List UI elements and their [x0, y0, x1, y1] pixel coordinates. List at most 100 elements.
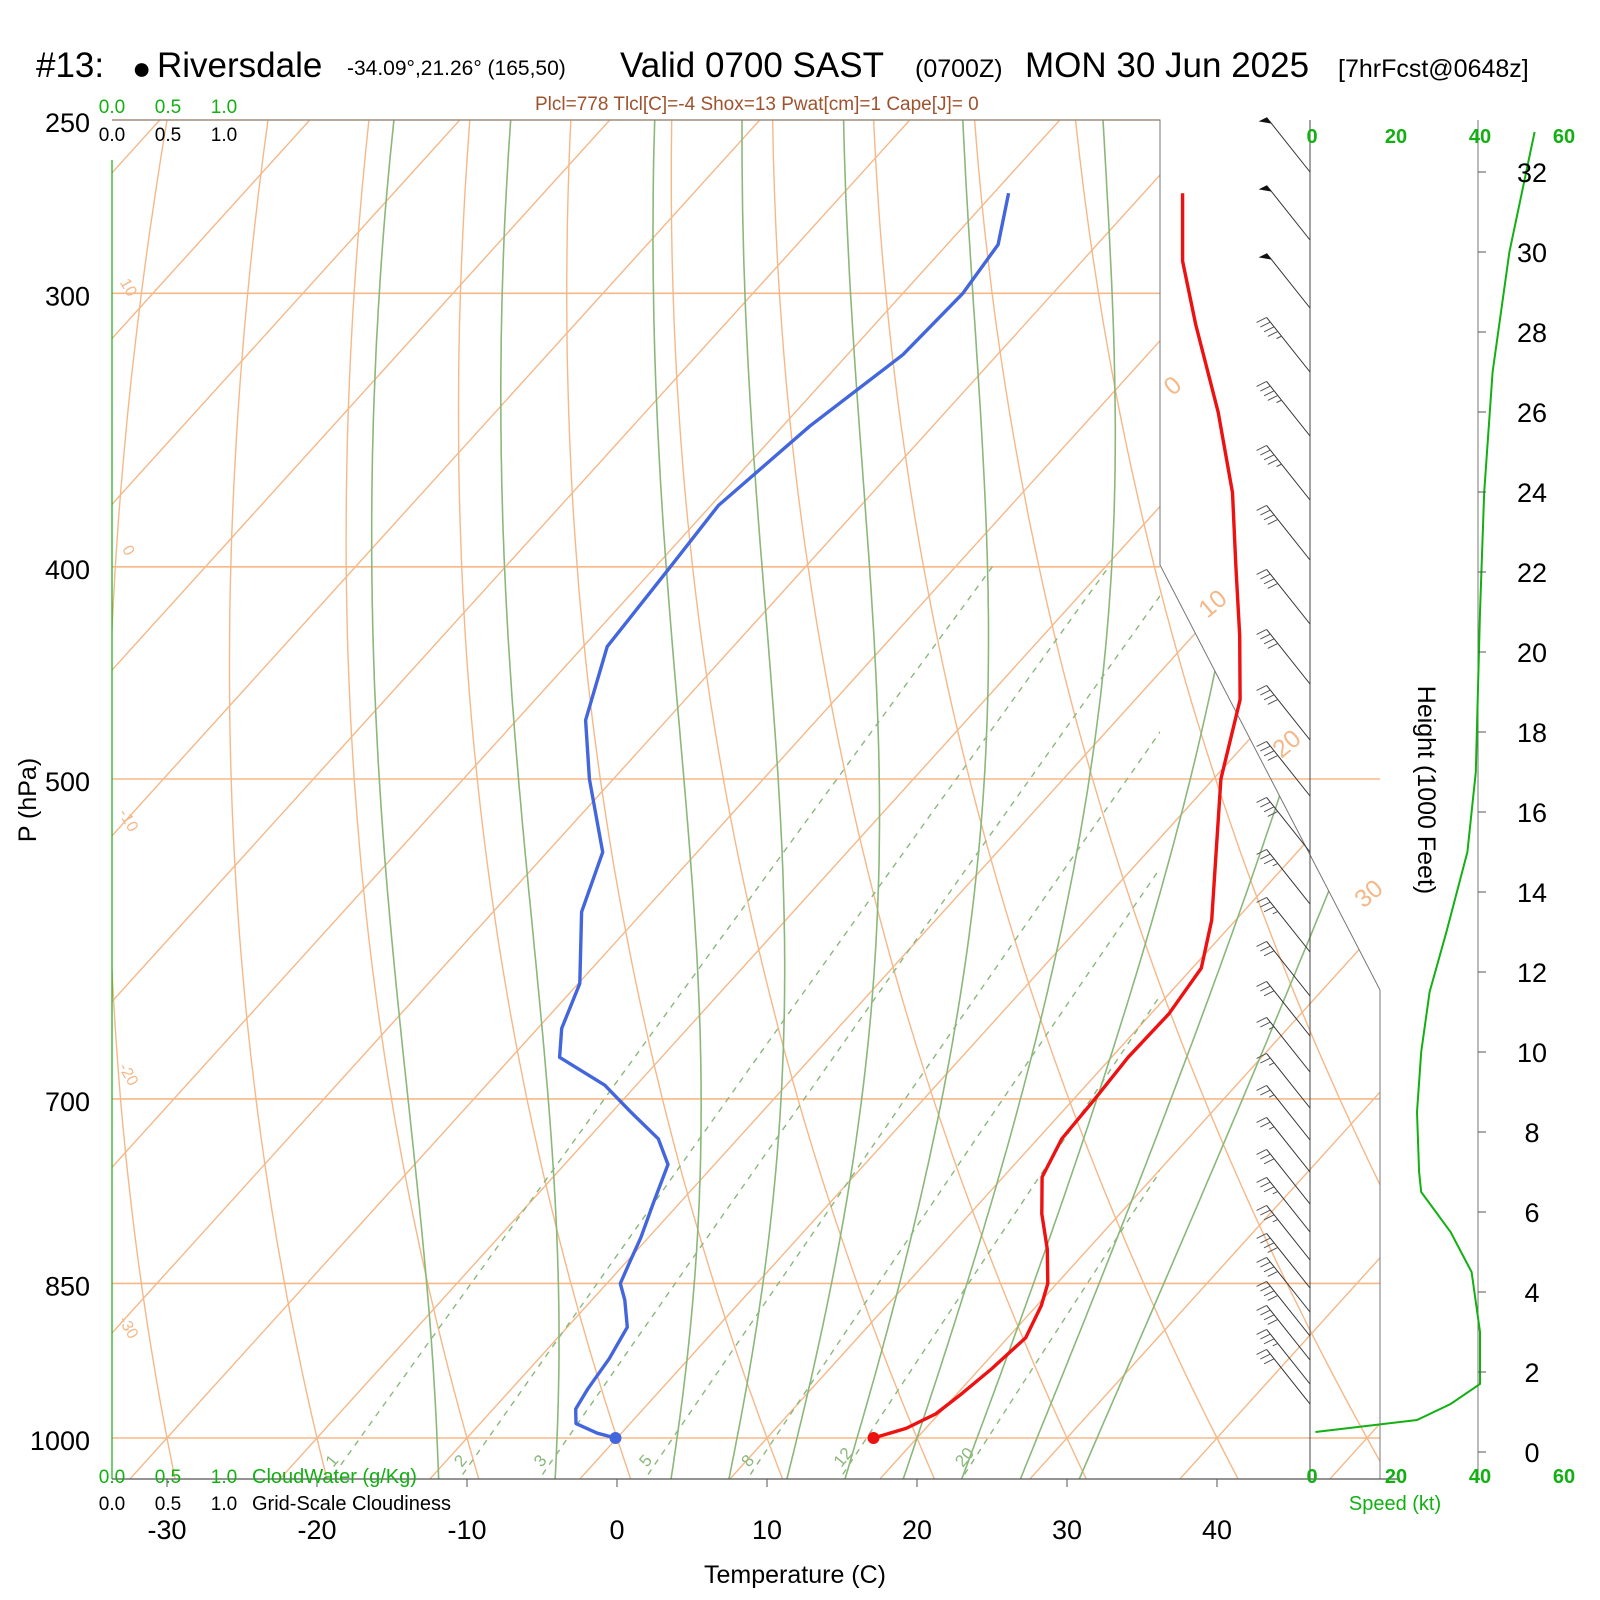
wind-speed-line: [1315, 131, 1536, 1433]
barb-half-feather: [1276, 463, 1282, 468]
barb-feather: [1263, 638, 1275, 645]
barb-feather: [1260, 449, 1271, 456]
mixing-ratio-line: [746, 867, 1160, 1479]
barb-feather: [1260, 901, 1271, 908]
barb-feather: [1256, 628, 1267, 635]
pressure-tick-label: 300: [45, 281, 90, 311]
cloudwater-title: CloudWater (g/Kg): [252, 1466, 417, 1488]
barb-half-feather: [1272, 862, 1278, 867]
isotherm-line: [424, 120, 1380, 1479]
height-axis-title: Height (1000 Feet): [1412, 686, 1440, 894]
wind-barb: [1256, 1280, 1311, 1337]
mixing-ratio-line: [960, 1170, 1160, 1479]
barb-feather: [1260, 689, 1271, 696]
wind-barb: [1256, 1232, 1311, 1289]
mixing-ratio-label: 5: [635, 1451, 656, 1470]
barb-half-feather: [1272, 910, 1278, 915]
speed-tick-label-bottom: 60: [1553, 1466, 1575, 1488]
isotherm-line: [112, 120, 203, 1479]
barb-feather: [1263, 858, 1275, 865]
wind-barb: [1256, 1304, 1311, 1361]
temperature-profile: [873, 193, 1242, 1440]
barb-feather: [1256, 1204, 1267, 1211]
barb-feather: [1263, 1290, 1275, 1297]
barb-feather: [1263, 806, 1275, 813]
barb-feather: [1267, 1246, 1278, 1253]
height-tick-label: 26: [1517, 398, 1547, 428]
wind-barb: [1256, 1348, 1311, 1405]
wind-barb: [1256, 628, 1311, 685]
barb-feather: [1256, 1256, 1267, 1263]
barb-staff: [1266, 1305, 1311, 1361]
isotherm-label-left: 10: [116, 276, 140, 300]
isotherm-line: [1024, 120, 1380, 1479]
wind-barb: [1258, 117, 1311, 173]
station-coords: -34.09°,21.26° (165,50): [347, 57, 566, 80]
barb-feather: [1260, 1057, 1271, 1064]
barb-feather: [1260, 633, 1271, 640]
skew-frame: [112, 119, 1381, 1479]
height-tick-label: 12: [1517, 958, 1547, 988]
barb-flag: [1258, 253, 1272, 260]
height-tick-label: 18: [1517, 718, 1547, 748]
cloudwater-scale-label: 0.5: [155, 1467, 181, 1488]
barb-feather: [1256, 796, 1267, 803]
speed-tick-label-top: 0: [1306, 126, 1317, 148]
height-tick-label: 6: [1524, 1198, 1539, 1228]
barb-feather: [1260, 1153, 1271, 1160]
barb-feather: [1256, 380, 1267, 387]
surface-dewpoint-marker: [609, 1432, 622, 1444]
barb-staff: [1266, 1233, 1311, 1289]
barb-feather: [1260, 1089, 1271, 1096]
barb-feather: [1260, 853, 1271, 860]
barb-half-feather: [1272, 1190, 1278, 1195]
barb-feather: [1260, 945, 1271, 952]
barb-staff: [1266, 629, 1311, 685]
plot-frame: [111, 119, 1479, 1480]
barb-feather: [1263, 1186, 1275, 1193]
dry-adiabat-line: [457, 120, 637, 1479]
moist-adiabat-line: [839, 120, 990, 1479]
moist-adiabat-line: [725, 120, 786, 1479]
cloudwater-scale-label: 1.0: [211, 97, 237, 118]
barb-half-feather: [1268, 1062, 1275, 1066]
barb-feather: [1263, 906, 1275, 913]
barb-feather: [1263, 1266, 1275, 1273]
wind-barb: [1256, 504, 1311, 561]
wind-barb: [1256, 316, 1311, 373]
valid-date: MON 30 Jun 2025: [1025, 46, 1310, 85]
barb-staff: [1266, 505, 1311, 561]
barb-staff: [1266, 117, 1311, 173]
barb-feather: [1256, 1148, 1267, 1155]
barb-feather: [1260, 1261, 1271, 1268]
x-tick-label: 10: [752, 1515, 782, 1545]
wind-barb: [1256, 1052, 1311, 1109]
barb-feather: [1263, 694, 1275, 701]
barb-half-feather: [1272, 1342, 1278, 1347]
wind-barbs: [1256, 117, 1311, 1405]
wind-barb: [1256, 1016, 1311, 1073]
speed-axis-title: Speed (kt): [1349, 1493, 1441, 1515]
mixing-ratio-lines: [329, 566, 1160, 1479]
dry-adiabat-line: [670, 120, 942, 1479]
barb-feather: [1263, 1338, 1275, 1345]
wind-barb: [1256, 848, 1311, 905]
isotherm-label: 10: [1193, 584, 1232, 623]
barb-staff: [1266, 1085, 1311, 1141]
isotherm-label-left: -30: [115, 1313, 141, 1342]
wind-barb: [1256, 980, 1311, 1037]
barb-feather: [1260, 801, 1271, 808]
isotherm-line: [112, 120, 953, 1479]
barb-staff: [1266, 1053, 1311, 1109]
wind-barb: [1256, 444, 1311, 501]
wind-barb: [1256, 684, 1311, 741]
cloudiness-scale-label: 0.0: [99, 1494, 125, 1515]
height-tick-label: 24: [1517, 478, 1547, 508]
wind-speed-profile: [1315, 131, 1536, 1433]
height-tick-label: 4: [1524, 1278, 1539, 1308]
isotherm-label-left: 0: [118, 543, 137, 559]
barb-feather: [1256, 316, 1267, 323]
barb-staff: [1266, 253, 1311, 309]
valid-zulu: (0700Z): [915, 55, 1003, 83]
